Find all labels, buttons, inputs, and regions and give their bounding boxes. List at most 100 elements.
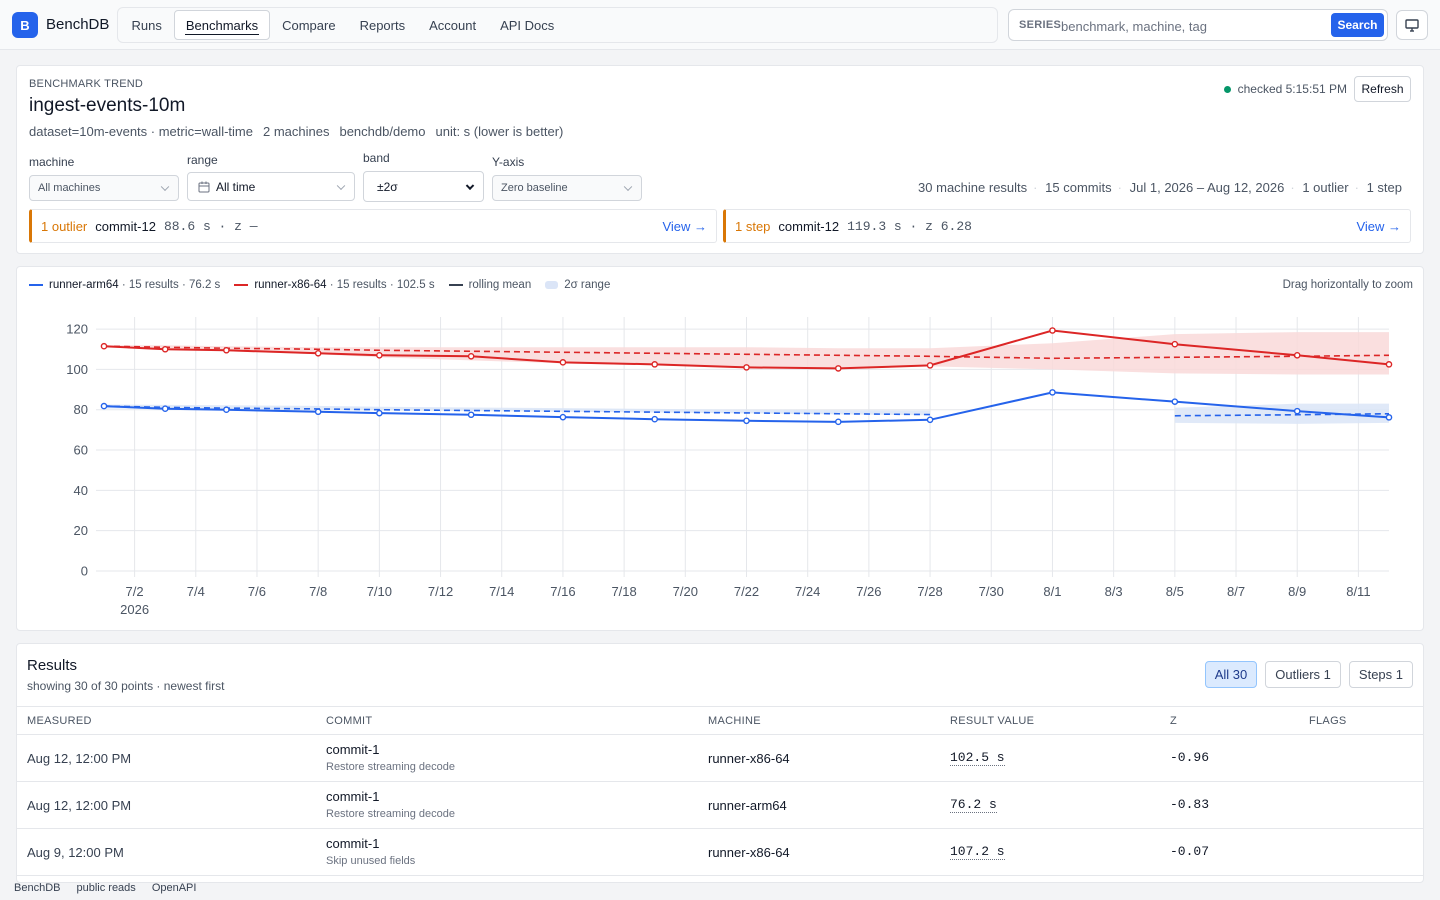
legend-swatch-mean bbox=[448, 284, 463, 286]
machine-label: machine bbox=[29, 155, 75, 169]
machine-select[interactable]: All machines bbox=[29, 175, 179, 201]
col-machine[interactable]: MACHINE bbox=[708, 715, 761, 727]
col-z[interactable]: Z bbox=[1170, 715, 1178, 727]
nav-benchmarks[interactable]: Benchmarks bbox=[174, 10, 270, 40]
x-tick-label: 7/30 bbox=[979, 584, 1004, 599]
nav-api-docs[interactable]: API Docs bbox=[500, 17, 555, 33]
data-point bbox=[651, 415, 659, 423]
display-toggle-button[interactable] bbox=[1396, 10, 1428, 40]
search-input[interactable] bbox=[1061, 16, 1321, 36]
nav-account[interactable]: Account bbox=[429, 17, 477, 33]
range-select-value: All time bbox=[216, 179, 256, 194]
range-select[interactable]: All time bbox=[187, 172, 355, 201]
data-point bbox=[926, 416, 934, 424]
status-dot-icon bbox=[1223, 85, 1231, 93]
x-tick-label: 7/4 bbox=[187, 584, 205, 599]
col-flags[interactable]: FLAGS bbox=[1309, 715, 1347, 727]
y-tick-label: 120 bbox=[66, 322, 88, 337]
col-commit[interactable]: COMMIT bbox=[326, 715, 373, 727]
x-tick-label: 7/14 bbox=[489, 584, 514, 599]
data-point bbox=[1171, 340, 1179, 348]
band-area bbox=[104, 332, 1389, 375]
trend-chart[interactable]: 0 20 40 60 80 100 120 7/2 7/4 7/6 7/8 7/10 7/12 7/14 7… bbox=[17, 267, 1425, 632]
band-area bbox=[104, 404, 931, 416]
x-tick-label: 7/8 bbox=[309, 584, 327, 599]
col-result-value[interactable]: RESULT VALUE bbox=[950, 715, 1035, 727]
data-point bbox=[161, 405, 169, 413]
x-tick-label: 8/7 bbox=[1227, 584, 1245, 599]
data-point bbox=[1293, 351, 1301, 359]
cell-result-value[interactable]: 102.5 s bbox=[950, 750, 1005, 766]
yaxis-select-value: Zero baseline bbox=[501, 182, 568, 194]
footer-brand[interactable]: BenchDB bbox=[14, 882, 61, 894]
data-point bbox=[1049, 389, 1056, 396]
alert-commit[interactable]: commit-12 bbox=[95, 218, 156, 234]
table-row[interactable]: Aug 9, 12:00 PM commit-1 Skip unused fie… bbox=[17, 829, 1423, 876]
meta-unit: unit: s (lower is better) bbox=[435, 124, 564, 139]
app-logo[interactable]: B bbox=[12, 12, 38, 38]
x-tick-label: 7/2 bbox=[126, 584, 144, 599]
cell-result-value[interactable]: 107.2 s bbox=[950, 844, 1005, 860]
footer: BenchDB public reads OpenAPI bbox=[0, 876, 1440, 900]
footer-public-reads[interactable]: public reads bbox=[76, 882, 136, 894]
alert-commit[interactable]: commit-12 bbox=[778, 218, 840, 234]
table-header: MEASURED COMMIT MACHINE RESULT VALUE Z F… bbox=[17, 706, 1423, 735]
cell-commit[interactable]: commit-1 bbox=[326, 836, 380, 851]
search-button[interactable]: Search bbox=[1331, 13, 1384, 37]
yaxis-select[interactable]: Zero baseline bbox=[492, 175, 642, 201]
meta-project: benchdb/demo bbox=[339, 124, 426, 139]
summary-results: 30 machine results bbox=[918, 180, 1028, 195]
alert-detail: 119.3 s · z 6.28 bbox=[847, 218, 972, 234]
search-label: SERIES bbox=[1019, 19, 1062, 31]
filter-steps-button[interactable]: Steps 1 bbox=[1348, 661, 1413, 688]
filter-all-button[interactable]: All 30 bbox=[1204, 661, 1258, 688]
x-tick-label: 7/26 bbox=[856, 584, 881, 599]
data-point bbox=[834, 418, 842, 426]
cell-z: -0.96 bbox=[1170, 750, 1210, 765]
table-row[interactable]: Aug 12, 12:00 PM commit-1 Restore stream… bbox=[17, 782, 1423, 829]
data-point bbox=[743, 364, 750, 371]
band-select[interactable]: ±2σ bbox=[363, 171, 484, 202]
x-tick-label: 7/6 bbox=[248, 584, 266, 599]
checked-time: checked 5:15:51 PM bbox=[1237, 82, 1347, 96]
legend-swatch-arm64 bbox=[29, 284, 43, 286]
x-tick-label: 7/18 bbox=[611, 584, 636, 599]
rolling-mean-line bbox=[103, 405, 931, 416]
series-summary: 30 machine results 15 commits Jul 1, 202… bbox=[909, 180, 1411, 195]
view-step-link[interactable]: View → bbox=[1356, 219, 1401, 234]
refresh-button[interactable]: Refresh bbox=[1354, 76, 1411, 102]
data-point bbox=[314, 408, 322, 416]
chevron-down-icon bbox=[160, 182, 170, 192]
meta-machines: 2 machines bbox=[262, 124, 330, 139]
nav-compare[interactable]: Compare bbox=[282, 17, 336, 33]
results-title: Results bbox=[27, 657, 78, 674]
footer-openapi-link[interactable]: OpenAPI bbox=[151, 882, 197, 894]
filter-outliers-button[interactable]: Outliers 1 bbox=[1265, 661, 1341, 688]
nav-reports[interactable]: Reports bbox=[359, 17, 406, 33]
y-tick-label: 20 bbox=[74, 523, 88, 538]
trend-chart-card: 0 20 40 60 80 100 120 7/2 7/4 7/6 7/8 7/10 7/12 7/14 7… bbox=[16, 266, 1424, 631]
cell-result-value[interactable]: 76.2 s bbox=[950, 797, 997, 813]
band-select-value: ±2σ bbox=[377, 179, 398, 194]
legend-x86-64[interactable]: runner-x86-64 · 15 results · 102.5 s bbox=[234, 279, 435, 291]
main-nav: Runs Benchmarks Compare Reports Account … bbox=[117, 7, 998, 43]
data-point bbox=[926, 362, 934, 369]
view-outlier-link[interactable]: View → bbox=[662, 219, 707, 234]
col-measured[interactable]: MEASURED bbox=[27, 715, 92, 727]
app-name[interactable]: BenchDB bbox=[46, 16, 110, 33]
x-tick-label: 8/5 bbox=[1166, 584, 1184, 599]
cell-measured: Aug 9, 12:00 PM bbox=[27, 845, 124, 860]
data-point bbox=[559, 413, 567, 421]
y-tick-label: 100 bbox=[66, 362, 88, 377]
data-point bbox=[161, 345, 169, 353]
legend-label: runner-arm64 bbox=[49, 279, 119, 291]
table-row[interactable]: Aug 12, 12:00 PM commit-1 Restore stream… bbox=[17, 735, 1423, 782]
nav-runs[interactable]: Runs bbox=[131, 17, 162, 33]
cell-commit-message: Restore streaming decode bbox=[326, 808, 456, 820]
legend-arm64[interactable]: runner-arm64 · 15 results · 76.2 s bbox=[29, 279, 220, 291]
cell-commit[interactable]: commit-1 bbox=[326, 789, 380, 804]
cell-commit[interactable]: commit-1 bbox=[326, 742, 380, 757]
chevron-down-icon bbox=[465, 181, 475, 190]
cell-commit-message: Restore streaming decode bbox=[326, 761, 456, 773]
data-point bbox=[223, 346, 230, 354]
